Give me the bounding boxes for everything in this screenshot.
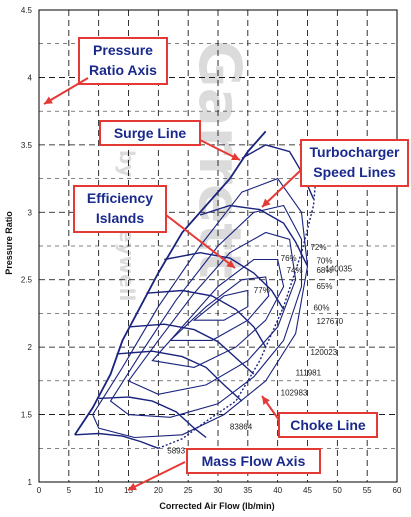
- speed-line-58931: [74, 432, 159, 449]
- x-tick-label: 5: [67, 486, 72, 495]
- callout-text: Surge Line: [114, 125, 187, 141]
- y-tick-label: 2.5: [21, 276, 33, 285]
- y-axis-label: Pressure Ratio: [4, 211, 14, 275]
- callout-box: [99, 120, 201, 146]
- callout-text: Speed Lines: [313, 164, 396, 180]
- callout-box: [78, 37, 168, 85]
- y-tick-label: 4: [28, 73, 33, 82]
- efficiency-label: 65%: [316, 282, 332, 291]
- callout-box: [278, 412, 378, 438]
- speed-line-label: 140035: [325, 265, 352, 274]
- efficiency-island-70pct: [127, 231, 297, 395]
- x-tick-label: 0: [37, 486, 42, 495]
- callout-text: Turbocharger: [310, 144, 401, 160]
- speed-line-120023: [146, 289, 267, 348]
- callout-arrow-head: [262, 198, 271, 207]
- speed-line-label: 120023: [310, 348, 337, 357]
- efficiency-label: 72%: [310, 243, 326, 252]
- y-tick-label: 4.5: [21, 6, 33, 15]
- efficiency-label: 68%: [316, 266, 332, 275]
- callouts: Pressure Ratio Axis Surge Line Turbocharger…: [43, 37, 409, 491]
- efficiency-label: 60%: [313, 304, 329, 313]
- callout-text: Islands: [96, 210, 144, 226]
- speed-line-label: 5893: [167, 447, 185, 456]
- callout-arrow-line: [127, 461, 186, 491]
- watermark-text: Garrett: [186, 40, 254, 279]
- efficiency-label: 77%: [254, 286, 270, 295]
- callout-arrow-head: [231, 152, 240, 160]
- surge-line: [74, 130, 267, 436]
- x-tick-label: 20: [154, 486, 163, 495]
- x-tick-label: 10: [94, 486, 103, 495]
- callout-choke-line: Choke Line: [261, 395, 378, 438]
- callout-surge-line: Surge Line: [99, 120, 241, 161]
- speed-line-label: 111981: [296, 368, 322, 377]
- y-tick-label: 3: [28, 208, 33, 217]
- efficiency-island-74pct: [151, 258, 285, 368]
- map-lines: [74, 130, 318, 449]
- callout-pressure-ratio-axis: Pressure Ratio Axis: [43, 37, 168, 105]
- x-tick-label: 25: [184, 486, 193, 495]
- callout-text: Pressure: [93, 42, 153, 58]
- callout-turbocharger-speed-lines: Turbocharger Speed Lines: [261, 139, 409, 208]
- callout-arrow-head: [128, 482, 137, 491]
- efficiency-label: 74%: [287, 266, 303, 275]
- y-tick-label: 1: [28, 478, 33, 487]
- efficiency-label: 70%: [316, 257, 332, 266]
- speed-line-102983: [116, 350, 243, 402]
- y-tick-label: 2: [28, 343, 33, 352]
- speed-line-83864: [98, 396, 207, 439]
- callout-arrow-line: [43, 77, 89, 105]
- callout-arrow-head: [44, 96, 53, 104]
- callout-arrow-line: [165, 214, 236, 269]
- x-tick-label: 60: [393, 486, 402, 495]
- callout-arrow-line: [261, 169, 302, 208]
- callout-text: Ratio Axis: [89, 62, 157, 78]
- x-tick-label: 50: [333, 486, 342, 495]
- y-tick-label: 3.5: [21, 141, 33, 150]
- x-tick-label: 45: [303, 486, 312, 495]
- x-axis-label: Corrected Air Flow (lb/min): [159, 501, 274, 511]
- map-labels: 72% 76% 70% 74% 68% 65% 77% 60% 140035 127670 1200…: [167, 243, 352, 456]
- speed-line-label: 83864: [230, 422, 253, 431]
- callout-arrow-head: [226, 259, 235, 268]
- x-tick-label: 55: [363, 486, 372, 495]
- callout-text: Mass Flow Axis: [202, 453, 306, 469]
- speed-line-label: 127670: [316, 317, 343, 326]
- callout-arrow-head: [262, 396, 270, 405]
- callout-text: Efficiency: [87, 190, 153, 206]
- callout-box: [186, 448, 321, 474]
- callout-box: [300, 139, 409, 187]
- x-tick-label: 30: [214, 486, 223, 495]
- efficiency-label: 76%: [281, 254, 297, 263]
- x-tick-label: 35: [243, 486, 252, 495]
- speed-line-111981: [128, 323, 255, 375]
- callout-text: Choke Line: [290, 417, 366, 433]
- speed-line-140035: [199, 204, 309, 267]
- x-tick-label: 40: [273, 486, 282, 495]
- callout-mass-flow-axis: Mass Flow Axis: [127, 448, 321, 491]
- speed-line-label: 102983: [281, 389, 308, 398]
- callout-efficiency-islands: Efficiency Islands: [73, 185, 236, 269]
- callout-box: [73, 185, 167, 233]
- y-tick-label: 1.5: [21, 411, 33, 420]
- speed-line-127670: [164, 251, 285, 310]
